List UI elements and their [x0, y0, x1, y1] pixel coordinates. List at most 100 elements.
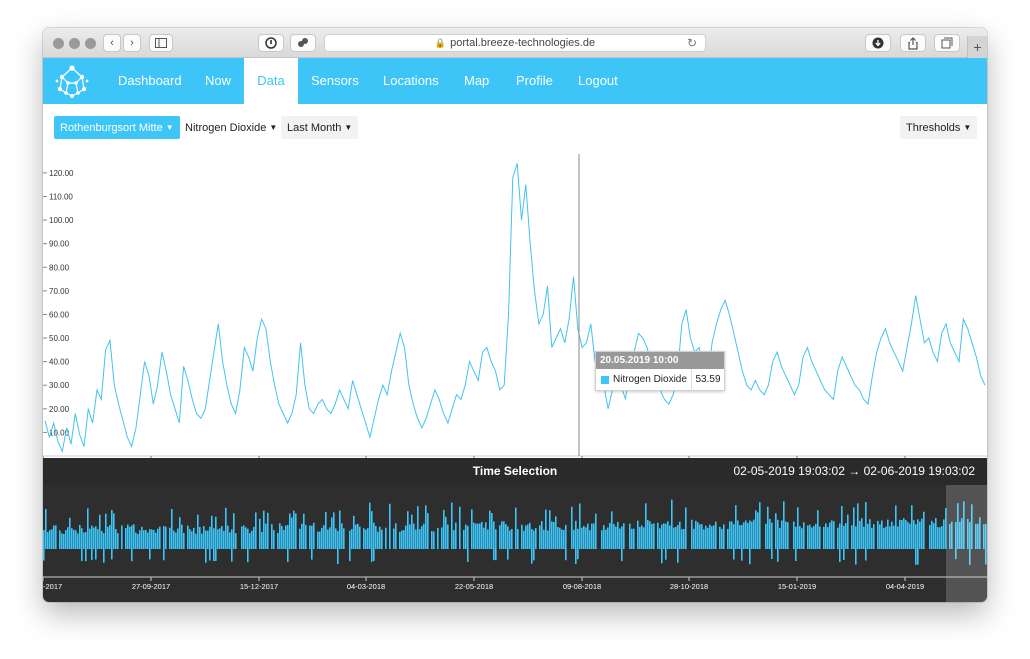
overview-bar — [551, 521, 553, 549]
nav-map[interactable]: Map — [464, 73, 490, 88]
overview-bar — [703, 529, 705, 549]
overview-bar — [371, 511, 373, 562]
series-swatch — [601, 376, 609, 384]
forward-button[interactable]: › — [123, 34, 141, 52]
overview-bar — [755, 510, 757, 549]
overview-bar — [651, 523, 653, 549]
overview-bar — [491, 513, 493, 549]
overview-bar — [389, 503, 391, 549]
overview-bar — [611, 511, 613, 549]
overview-bar — [785, 521, 787, 549]
overview-bar — [279, 523, 281, 549]
overview-bar — [67, 527, 69, 549]
pollutant-dropdown[interactable]: Nitrogen Dioxide ▼ — [179, 116, 283, 139]
caret-down-icon: ▼ — [963, 123, 972, 132]
overview-bar — [961, 518, 963, 549]
overview-bar — [727, 528, 729, 549]
overview-bar — [645, 503, 647, 549]
overview-bar — [521, 524, 523, 549]
overview-bar — [851, 525, 853, 549]
overview-tick-label: -2017 — [43, 582, 62, 591]
address-bar[interactable]: 🔒 portal.breeze-technologies.de ↻ — [324, 34, 706, 52]
overview-tick-label: 04-04-2019 — [886, 582, 924, 591]
overview-bar — [169, 527, 171, 549]
overview-bar — [353, 515, 355, 549]
overview-bar — [475, 523, 477, 549]
overview-bar — [657, 522, 659, 549]
extension-icon — [298, 38, 308, 47]
nav-profile[interactable]: Profile — [516, 73, 553, 88]
overview-bar — [765, 523, 767, 549]
main-chart[interactable]: 10.00 20.00 30.00 40.00 50.00 60.00 70.00 80.00… — [43, 154, 987, 474]
maximize-window-button[interactable] — [85, 38, 96, 49]
nav-logout[interactable]: Logout — [578, 73, 618, 88]
sidebar-button[interactable] — [149, 34, 173, 52]
thresholds-dropdown[interactable]: Thresholds ▼ — [900, 116, 978, 139]
overview-bar — [267, 512, 269, 549]
main-nav: Dashboard Now Data Sensors Locations Map… — [43, 58, 987, 104]
overview-bar — [61, 533, 63, 549]
overview-bar — [207, 530, 209, 549]
time-selection-header: Time Selection 02-05-2019 19:03:02 → 02-… — [43, 458, 987, 485]
overview-bar — [609, 522, 611, 549]
overview-bar — [473, 522, 475, 549]
overview-bar — [195, 533, 197, 549]
overview-tick-label: 04-03-2018 — [347, 582, 385, 591]
overview-bar — [107, 526, 109, 549]
nav-now[interactable]: Now — [205, 73, 232, 88]
breeze-logo[interactable] — [54, 63, 90, 99]
caret-down-icon: ▼ — [165, 123, 174, 132]
overview-bar — [865, 502, 867, 561]
overview-bar — [373, 522, 375, 561]
overview-bar — [235, 533, 237, 549]
new-tab-icon: + — [973, 39, 982, 55]
overview-bar — [381, 529, 383, 549]
overview-bar — [419, 529, 421, 549]
nav-sensors[interactable]: Sensors — [311, 73, 359, 88]
minimize-window-button[interactable] — [69, 38, 80, 49]
overview-bar — [525, 525, 527, 549]
overview-bar — [581, 527, 583, 549]
overview-bar — [841, 506, 843, 549]
overview-bar — [101, 531, 103, 549]
overview-bar — [847, 514, 849, 549]
extension-button[interactable] — [290, 34, 316, 52]
overview-bar — [601, 530, 603, 549]
back-button[interactable]: ‹ — [103, 34, 121, 52]
nav-locations[interactable]: Locations — [383, 73, 439, 88]
overview-bar — [505, 524, 507, 549]
overview-bar — [979, 517, 981, 549]
overview-bar — [639, 526, 641, 549]
overview-bar — [53, 525, 55, 549]
overview-bar — [363, 528, 365, 549]
overview-bar — [115, 529, 117, 549]
location-dropdown[interactable]: Rothenburgsort Mitte ▼ — [54, 116, 180, 139]
overview-bar — [577, 528, 579, 560]
overview-bar — [863, 526, 865, 549]
overview-bar — [729, 521, 731, 549]
new-tab-button[interactable]: + — [967, 36, 987, 58]
overview-bar — [629, 523, 631, 549]
overview-bar — [775, 513, 777, 549]
nav-data[interactable]: Data — [244, 58, 298, 104]
password-button[interactable] — [258, 34, 284, 52]
period-dropdown[interactable]: Last Month ▼ — [281, 116, 359, 139]
overview-bar — [971, 504, 973, 549]
overview-bar — [523, 530, 525, 549]
nav-dashboard[interactable]: Dashboard — [118, 73, 182, 88]
overview-bar — [273, 530, 275, 549]
overview-bar — [857, 503, 859, 549]
overview-bar — [653, 523, 655, 549]
overview-bar — [941, 526, 943, 549]
share-button[interactable] — [900, 34, 926, 52]
overview-bar — [593, 523, 595, 549]
overview-bar — [579, 503, 581, 549]
overview-chart[interactable]: -2017 27-09-2017 15-12-2017 04-03-2018 22-05… — [43, 485, 987, 602]
close-window-button[interactable] — [53, 38, 64, 49]
tabs-button[interactable] — [934, 34, 960, 52]
download-button[interactable] — [865, 34, 891, 52]
overview-bar — [159, 526, 161, 549]
overview-bar — [767, 506, 769, 549]
reload-icon[interactable]: ↻ — [686, 36, 697, 50]
overview-bar — [357, 523, 359, 549]
